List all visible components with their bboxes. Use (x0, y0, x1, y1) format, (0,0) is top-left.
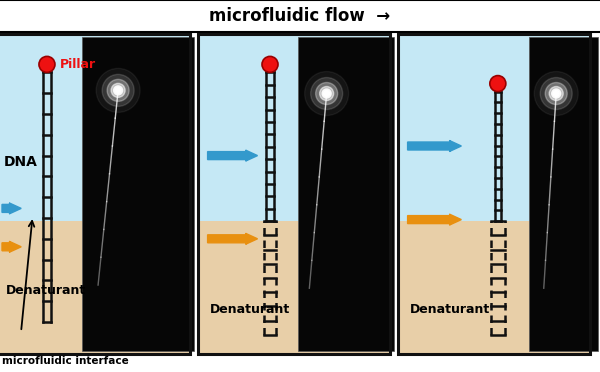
Bar (82, 37, 194, 351)
Bar (398, 34, 590, 221)
FancyArrow shape (407, 141, 461, 151)
Bar (198, 34, 390, 221)
Bar (0, 34, 190, 354)
Circle shape (545, 83, 567, 105)
Circle shape (553, 90, 559, 96)
Bar (398, 34, 590, 354)
Bar (529, 37, 598, 351)
Bar (0, 34, 190, 221)
Circle shape (262, 57, 278, 73)
Circle shape (39, 57, 55, 73)
FancyArrow shape (407, 214, 461, 225)
Bar (398, 34, 590, 354)
Circle shape (316, 83, 338, 105)
Text: Denaturant: Denaturant (5, 283, 86, 296)
Circle shape (96, 68, 140, 112)
Circle shape (323, 90, 329, 96)
Circle shape (305, 71, 349, 116)
Text: DNA: DNA (4, 155, 38, 169)
FancyArrow shape (208, 233, 257, 244)
Text: microfluidic flow  →: microfluidic flow → (209, 7, 391, 25)
Circle shape (115, 87, 121, 93)
Circle shape (320, 87, 334, 100)
Circle shape (549, 87, 563, 100)
FancyArrow shape (208, 150, 257, 161)
FancyArrow shape (2, 241, 21, 252)
Circle shape (552, 89, 561, 98)
Circle shape (540, 77, 572, 109)
Circle shape (113, 86, 122, 95)
Bar (198, 34, 390, 354)
Circle shape (111, 83, 125, 97)
Bar (0, 34, 190, 354)
Circle shape (534, 71, 578, 116)
Circle shape (490, 76, 506, 92)
Bar (298, 37, 394, 351)
Circle shape (311, 77, 343, 109)
Text: Pillar: Pillar (60, 58, 96, 71)
Circle shape (102, 74, 134, 106)
Circle shape (107, 79, 129, 102)
Text: Denaturant: Denaturant (410, 303, 490, 316)
Text: Denaturant: Denaturant (209, 303, 290, 316)
Text: microfluidic interface: microfluidic interface (2, 356, 129, 366)
FancyArrow shape (2, 203, 21, 214)
Bar (198, 34, 390, 354)
Circle shape (322, 89, 331, 98)
